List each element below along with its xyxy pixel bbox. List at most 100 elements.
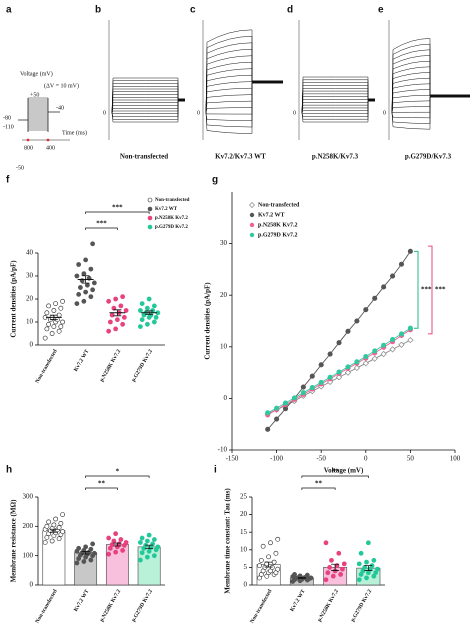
data-marker xyxy=(398,331,405,337)
current-trace xyxy=(301,99,375,114)
error-bar xyxy=(145,544,154,550)
data-marker xyxy=(381,342,387,348)
data-point xyxy=(356,561,362,567)
data-point xyxy=(338,572,344,577)
y-tick-label: -10 xyxy=(218,446,228,454)
data-point xyxy=(144,321,150,327)
data-point xyxy=(258,557,264,563)
data-point xyxy=(146,296,152,302)
data-marker xyxy=(345,328,351,334)
data-point xyxy=(358,550,364,556)
data-point xyxy=(356,577,362,583)
data-point xyxy=(113,549,119,555)
data-marker xyxy=(309,385,315,391)
y-axis-label: Current densities (pA/pF) xyxy=(204,282,212,360)
data-point xyxy=(139,535,145,541)
data-point xyxy=(371,557,377,563)
current-trace xyxy=(111,77,185,114)
data-point xyxy=(56,536,62,542)
data-point xyxy=(323,577,329,583)
current-trace xyxy=(205,82,283,114)
protocol-label: -80 xyxy=(3,115,11,121)
data-point xyxy=(83,257,89,263)
data-point xyxy=(375,566,380,572)
data-marker xyxy=(336,340,342,346)
current-trace xyxy=(205,74,283,114)
current-trace xyxy=(391,89,470,114)
current-trace xyxy=(111,80,185,114)
current-trace xyxy=(391,66,470,114)
data-marker xyxy=(344,369,352,376)
data-point xyxy=(106,298,112,304)
data-point xyxy=(120,321,126,327)
y-tick-label: 0 xyxy=(244,581,248,589)
legend-marker xyxy=(147,197,153,203)
data-point xyxy=(60,319,66,325)
data-point xyxy=(151,303,157,309)
legend-label: Non-transfected xyxy=(258,202,300,208)
panel-letter: h xyxy=(6,465,12,476)
error-bar xyxy=(297,577,306,579)
y-tick-label: 0 xyxy=(224,394,228,402)
data-point xyxy=(88,557,94,563)
current-trace xyxy=(205,55,283,114)
current-trace xyxy=(111,94,185,114)
data-point xyxy=(137,540,143,545)
y-tick-label: 200 xyxy=(23,522,34,530)
significance-bracket xyxy=(85,227,118,230)
panel-letter: a xyxy=(6,5,12,16)
significance-label: *** xyxy=(421,285,432,293)
data-point xyxy=(123,540,129,545)
data-marker xyxy=(318,362,324,368)
data-point xyxy=(81,559,87,564)
y-tick-label: 10 xyxy=(26,318,34,326)
current-trace xyxy=(111,91,185,114)
significance-bracket xyxy=(301,475,369,478)
data-point xyxy=(106,551,112,557)
data-point xyxy=(365,540,371,546)
data-point xyxy=(121,314,127,320)
data-point xyxy=(60,529,66,535)
x-tick-label: Non-transfected xyxy=(35,589,59,625)
current-trace xyxy=(205,82,283,114)
trace-label: p.N258K/Kv7.3 xyxy=(312,153,359,161)
current-trace xyxy=(301,87,375,114)
data-point xyxy=(153,314,159,320)
current-trace xyxy=(111,99,185,114)
data-marker xyxy=(327,374,333,380)
data-point xyxy=(51,324,57,329)
data-point xyxy=(144,538,150,544)
error-bar xyxy=(81,275,90,284)
error-bar xyxy=(49,528,58,533)
panel-letter: d xyxy=(287,5,293,16)
data-point xyxy=(273,550,279,556)
significance-label: ** xyxy=(98,480,106,488)
current-trace xyxy=(111,83,185,114)
current-trace xyxy=(391,49,470,114)
x-tick-label: -150 xyxy=(226,455,239,463)
data-point xyxy=(90,241,96,247)
error-bar xyxy=(331,563,340,571)
data-point xyxy=(60,512,66,517)
current-trace xyxy=(391,96,470,130)
data-point xyxy=(56,328,62,334)
time-marker xyxy=(46,138,50,142)
data-point xyxy=(123,308,129,313)
x-axis-label: Voltage (mV) xyxy=(324,467,364,475)
legend-label: Non-transfected xyxy=(155,198,190,203)
current-trace xyxy=(111,88,185,114)
current-trace xyxy=(391,96,470,114)
legend-marker xyxy=(147,215,153,221)
current-trace xyxy=(205,61,283,114)
data-point xyxy=(113,531,119,537)
y-tick-label: 10 xyxy=(220,342,228,350)
data-point xyxy=(88,294,94,300)
current-trace xyxy=(391,77,470,114)
significance-label: * xyxy=(116,468,120,476)
data-point xyxy=(120,547,126,553)
data-point xyxy=(257,563,262,569)
data-marker xyxy=(335,374,343,381)
data-point xyxy=(90,541,96,547)
significance-bracket xyxy=(414,250,419,329)
error-bar xyxy=(264,561,273,568)
